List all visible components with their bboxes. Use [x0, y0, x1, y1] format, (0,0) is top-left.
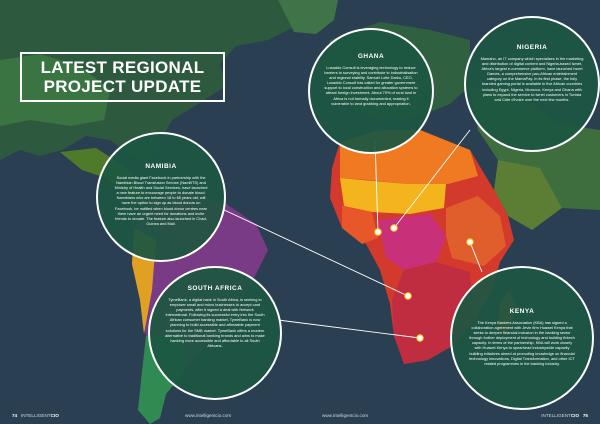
namibia-text: Social media giant Facebook in partnersh… — [114, 175, 208, 226]
title-line-1: LATEST REGIONAL — [40, 58, 205, 77]
ghana-title: GHANA — [357, 53, 385, 60]
right-brand-a: INTELLIGENT — [541, 413, 571, 418]
ghana-bubble: GHANA Lusaddo Consult is leveraging tech… — [308, 28, 434, 154]
south-africa-connector — [277, 319, 421, 339]
left-url[interactable]: www.intelligentcio.com — [185, 413, 232, 418]
footer-right-url[interactable]: www.intelligentcio.com — [322, 413, 368, 418]
namibia-bubble: NAMIBIA Social media giant Facebook in p… — [96, 132, 226, 262]
nigeria-text: Mamaho, an IT company which specialises … — [480, 56, 584, 102]
right-url[interactable]: www.intelligentcio.com — [322, 413, 369, 418]
kenya-title: KENYA — [509, 308, 535, 315]
greenland — [278, 0, 338, 34]
north-america-highlands — [0, 54, 110, 126]
nigeria-bubble: NIGERIA Mamaho, an IT company which spec… — [464, 16, 600, 152]
right-brand-b: CIO — [570, 413, 580, 418]
namibia-title: NAMIBIA — [145, 163, 177, 170]
africa-west — [342, 206, 378, 244]
namibia-connector — [219, 207, 409, 297]
africa-east — [446, 196, 506, 266]
south-africa-text: TymeBank, a digital bank in South Africa… — [165, 297, 265, 348]
south-africa-marker — [416, 334, 424, 342]
footer-right: INTELLIGENTCIO 75 — [541, 413, 588, 418]
footer-left: 74 INTELLIGENTCIO — [12, 413, 59, 418]
ghana-connector — [374, 139, 379, 233]
kenya-connector — [469, 241, 483, 273]
nigeria-marker — [390, 224, 398, 232]
right-page-number: 75 — [582, 413, 588, 418]
footer-left-url[interactable]: www.intelligentcio.com — [185, 413, 231, 418]
kenya-bubble: KENYA The Kenya Bankers Association (KBA… — [450, 266, 594, 410]
namibia-marker — [404, 292, 412, 300]
ghana-marker — [374, 228, 382, 236]
left-brand-b: CIO — [50, 413, 59, 418]
ghana-text: Lusaddo Consult is leveraging technology… — [324, 65, 418, 106]
page-title: LATEST REGIONAL PROJECT UPDATE — [20, 52, 225, 102]
left-brand-a: INTELLIGENT — [20, 413, 51, 418]
south-africa-title: SOUTH AFRICA — [187, 285, 243, 292]
nigeria-title: NIGERIA — [516, 44, 548, 51]
kenya-marker — [466, 238, 474, 246]
kenya-text: The Kenya Bankers Association (KBA) has … — [469, 320, 575, 366]
left-page-number: 74 — [12, 413, 18, 418]
africa-sahel — [340, 178, 446, 214]
arabia-land — [494, 160, 562, 230]
nigeria-connector — [393, 129, 471, 229]
south-africa-bubble: SOUTH AFRICA TymeBank, a digital bank in… — [148, 266, 282, 400]
title-line-2: PROJECT UPDATE — [43, 77, 202, 96]
